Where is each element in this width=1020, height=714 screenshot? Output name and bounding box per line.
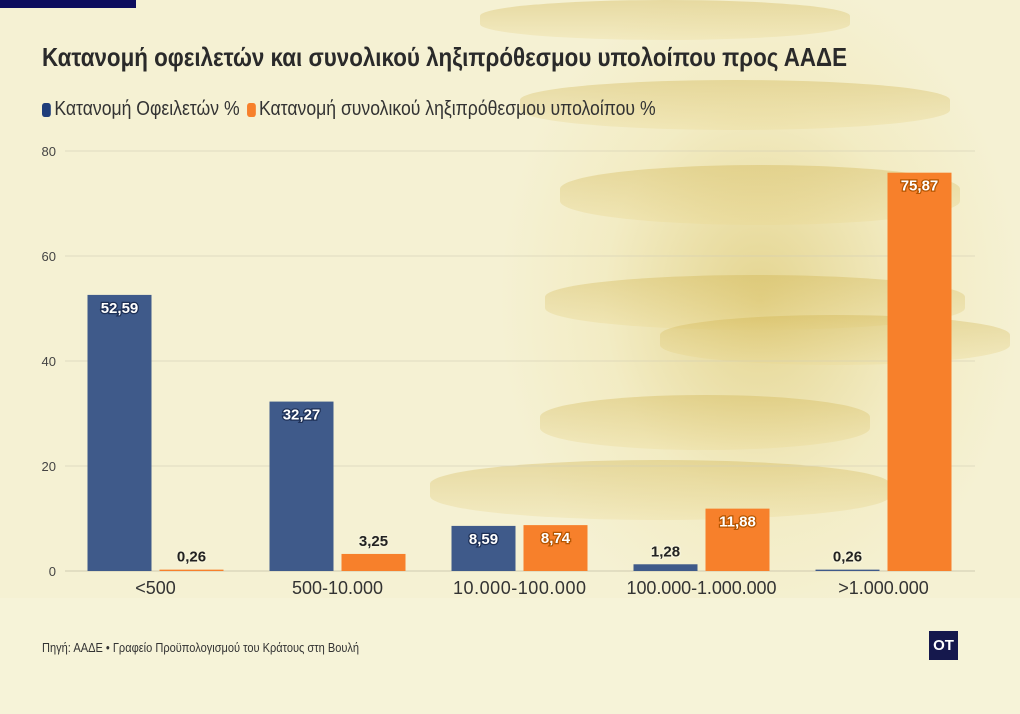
legend-label-balance: Κατανομή συνολικού ληξιπρόθεσμου υπολοίπ… xyxy=(258,98,656,120)
source-note: Πηγή: ΑΑΔΕ • Γραφείο Προϋπολογισμού του … xyxy=(42,640,360,655)
bar-debtors xyxy=(269,401,334,571)
y-tick-label: 20 xyxy=(42,459,56,474)
top-accent-bar xyxy=(0,0,136,8)
x-tick-label: 10.000-100.000 xyxy=(453,578,586,598)
x-tick-label: 100.000-1.000.000 xyxy=(627,578,777,598)
legend-label-debtors: Κατανομή Οφειλετών % xyxy=(54,98,240,120)
y-tick-label: 40 xyxy=(42,354,56,369)
data-label: 52,59 xyxy=(101,300,139,317)
x-tick-label: >1.000.000 xyxy=(838,578,929,598)
bar-balance xyxy=(523,525,588,571)
data-label: 75,87 xyxy=(901,178,939,195)
legend-swatch-orange xyxy=(246,102,256,117)
data-label: 0,26 xyxy=(833,549,862,566)
bar-debtors xyxy=(87,294,152,571)
legend-swatch-blue xyxy=(42,102,51,117)
bar-debtors xyxy=(451,525,516,571)
ot-logo: OT xyxy=(929,631,958,660)
bar-debtors xyxy=(815,569,880,571)
bar-debtors xyxy=(633,564,698,571)
data-label: 11,88 xyxy=(719,514,756,531)
legend: Κατανομή Οφειλετών % Κατανομή συνολικού … xyxy=(42,98,656,121)
x-tick-label: <500 xyxy=(135,578,176,598)
data-label: 32,27 xyxy=(283,407,321,424)
bar-balance xyxy=(341,553,406,571)
bar-balance xyxy=(705,508,770,571)
background-image xyxy=(0,0,1020,598)
x-tick-label: 500-10.000 xyxy=(292,578,383,598)
data-label: 0,26 xyxy=(177,549,206,566)
bar-chart: 0 20 40 60 80 <500 52,59 0,26 500-10.000 32,27 3,2… xyxy=(42,144,975,598)
data-label: 8,59 xyxy=(469,531,498,548)
chart-title: Κατανομή οφειλετών και συνολικού ληξιπρό… xyxy=(42,42,848,72)
footer xyxy=(0,598,1020,714)
y-tick-label: 0 xyxy=(49,564,56,579)
data-label: 1,28 xyxy=(651,543,680,560)
data-label: 8,74 xyxy=(541,530,571,547)
y-tick-label: 80 xyxy=(42,144,56,159)
bar-balance xyxy=(159,569,224,571)
bar-balance xyxy=(887,172,952,571)
data-label: 3,25 xyxy=(359,533,388,550)
y-tick-label: 60 xyxy=(42,249,56,264)
